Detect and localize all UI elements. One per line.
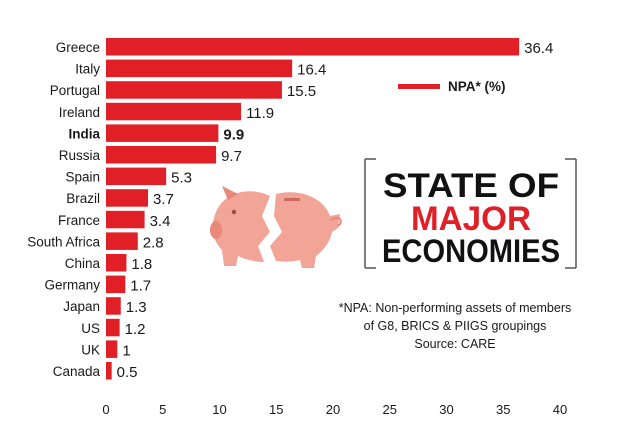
category-label-germany: Germany bbox=[44, 278, 100, 293]
category-label-japan: Japan bbox=[63, 299, 100, 314]
x-axis-ticks-group: 0 5 10 15 20 25 30 35 40 bbox=[102, 402, 567, 417]
bar-japan bbox=[106, 297, 121, 315]
x-tick-35: 35 bbox=[496, 402, 510, 417]
title-bracket-right bbox=[565, 158, 577, 269]
category-label-spain: Spain bbox=[65, 170, 100, 185]
title-line-2: MAJOR bbox=[411, 200, 531, 238]
bar-spain bbox=[106, 167, 167, 186]
bar-ireland bbox=[106, 102, 242, 121]
bar-india bbox=[106, 124, 219, 142]
category-label-russia: Russia bbox=[59, 148, 101, 163]
x-tick-30: 30 bbox=[439, 402, 453, 417]
value-label-france: 3.4 bbox=[150, 213, 171, 230]
value-label-germany: 1.7 bbox=[130, 278, 151, 295]
bar-brazil bbox=[106, 189, 148, 207]
x-tick-15: 15 bbox=[269, 402, 283, 417]
bar-uk bbox=[106, 340, 118, 358]
title-box: STATE OF MAJOR ECONOMIES bbox=[364, 158, 577, 269]
legend-swatch bbox=[398, 84, 440, 89]
value-label-brazil: 3.7 bbox=[153, 191, 174, 208]
category-label-south-africa: South Africa bbox=[27, 234, 100, 249]
category-labels-group: Greece Italy Portugal Ireland India Russia Spa… bbox=[27, 40, 100, 379]
category-label-portugal: Portugal bbox=[50, 83, 100, 98]
bar-greece bbox=[106, 38, 520, 56]
broken-piggy-bank-icon bbox=[210, 186, 342, 268]
x-tick-0: 0 bbox=[102, 402, 109, 417]
bar-france bbox=[106, 210, 145, 229]
value-label-us: 1.2 bbox=[125, 321, 146, 338]
x-tick-40: 40 bbox=[553, 402, 567, 417]
value-label-japan: 1.3 bbox=[126, 299, 147, 316]
category-label-canada: Canada bbox=[53, 364, 101, 379]
category-label-greece: Greece bbox=[56, 40, 100, 55]
bars-group bbox=[106, 38, 520, 380]
legend: NPA* (%) bbox=[398, 79, 506, 94]
value-label-portugal: 15.5 bbox=[287, 83, 316, 100]
bar-germany bbox=[106, 275, 126, 294]
bar-south-africa bbox=[106, 232, 138, 250]
title-bracket-left bbox=[364, 158, 376, 269]
value-label-greece: 36.4 bbox=[524, 40, 553, 57]
bar-russia bbox=[106, 146, 217, 164]
bar-italy bbox=[106, 59, 293, 78]
bar-us bbox=[106, 318, 120, 337]
value-label-russia: 9.7 bbox=[221, 148, 242, 165]
category-label-italy: Italy bbox=[75, 62, 100, 77]
x-tick-10: 10 bbox=[212, 402, 226, 417]
x-tick-20: 20 bbox=[326, 402, 340, 417]
x-tick-5: 5 bbox=[159, 402, 166, 417]
value-label-south-africa: 2.8 bbox=[143, 234, 164, 251]
value-label-ireland: 11.9 bbox=[246, 105, 274, 122]
category-label-france: France bbox=[58, 213, 100, 228]
footnote: *NPA: Non-performing assets of members o… bbox=[339, 301, 572, 351]
title-line-1: STATE OF bbox=[383, 167, 559, 205]
x-tick-25: 25 bbox=[383, 402, 397, 417]
bar-china bbox=[106, 254, 127, 272]
value-label-italy: 16.4 bbox=[297, 62, 326, 79]
category-label-brazil: Brazil bbox=[66, 191, 100, 206]
category-label-ireland: Ireland bbox=[59, 105, 100, 120]
bar-canada bbox=[106, 362, 112, 380]
value-label-spain: 5.3 bbox=[171, 170, 192, 187]
category-label-china: China bbox=[65, 256, 101, 271]
value-label-uk: 1 bbox=[122, 342, 130, 359]
value-label-china: 1.8 bbox=[131, 256, 152, 273]
footnote-line-2: of G8, BRICS & PIIGS groupings bbox=[364, 319, 547, 333]
title-line-3: ECONOMIES bbox=[382, 233, 560, 269]
footnote-line-1: *NPA: Non-performing assets of members bbox=[339, 301, 572, 315]
category-label-uk: UK bbox=[81, 342, 100, 357]
value-label-canada: 0.5 bbox=[117, 364, 138, 381]
value-labels-group: 36.4 16.4 15.5 11.99.9 9.7 5.3 3.7 3.4 2.8 1.8 1.7… bbox=[117, 40, 554, 381]
footnote-line-3: Source: CARE bbox=[414, 337, 495, 351]
category-label-india: India bbox=[68, 126, 100, 141]
value-label-india: 9.9 bbox=[223, 126, 244, 143]
category-label-us: US bbox=[81, 321, 100, 336]
bar-portugal bbox=[106, 81, 282, 99]
legend-label: NPA* (%) bbox=[448, 79, 506, 94]
